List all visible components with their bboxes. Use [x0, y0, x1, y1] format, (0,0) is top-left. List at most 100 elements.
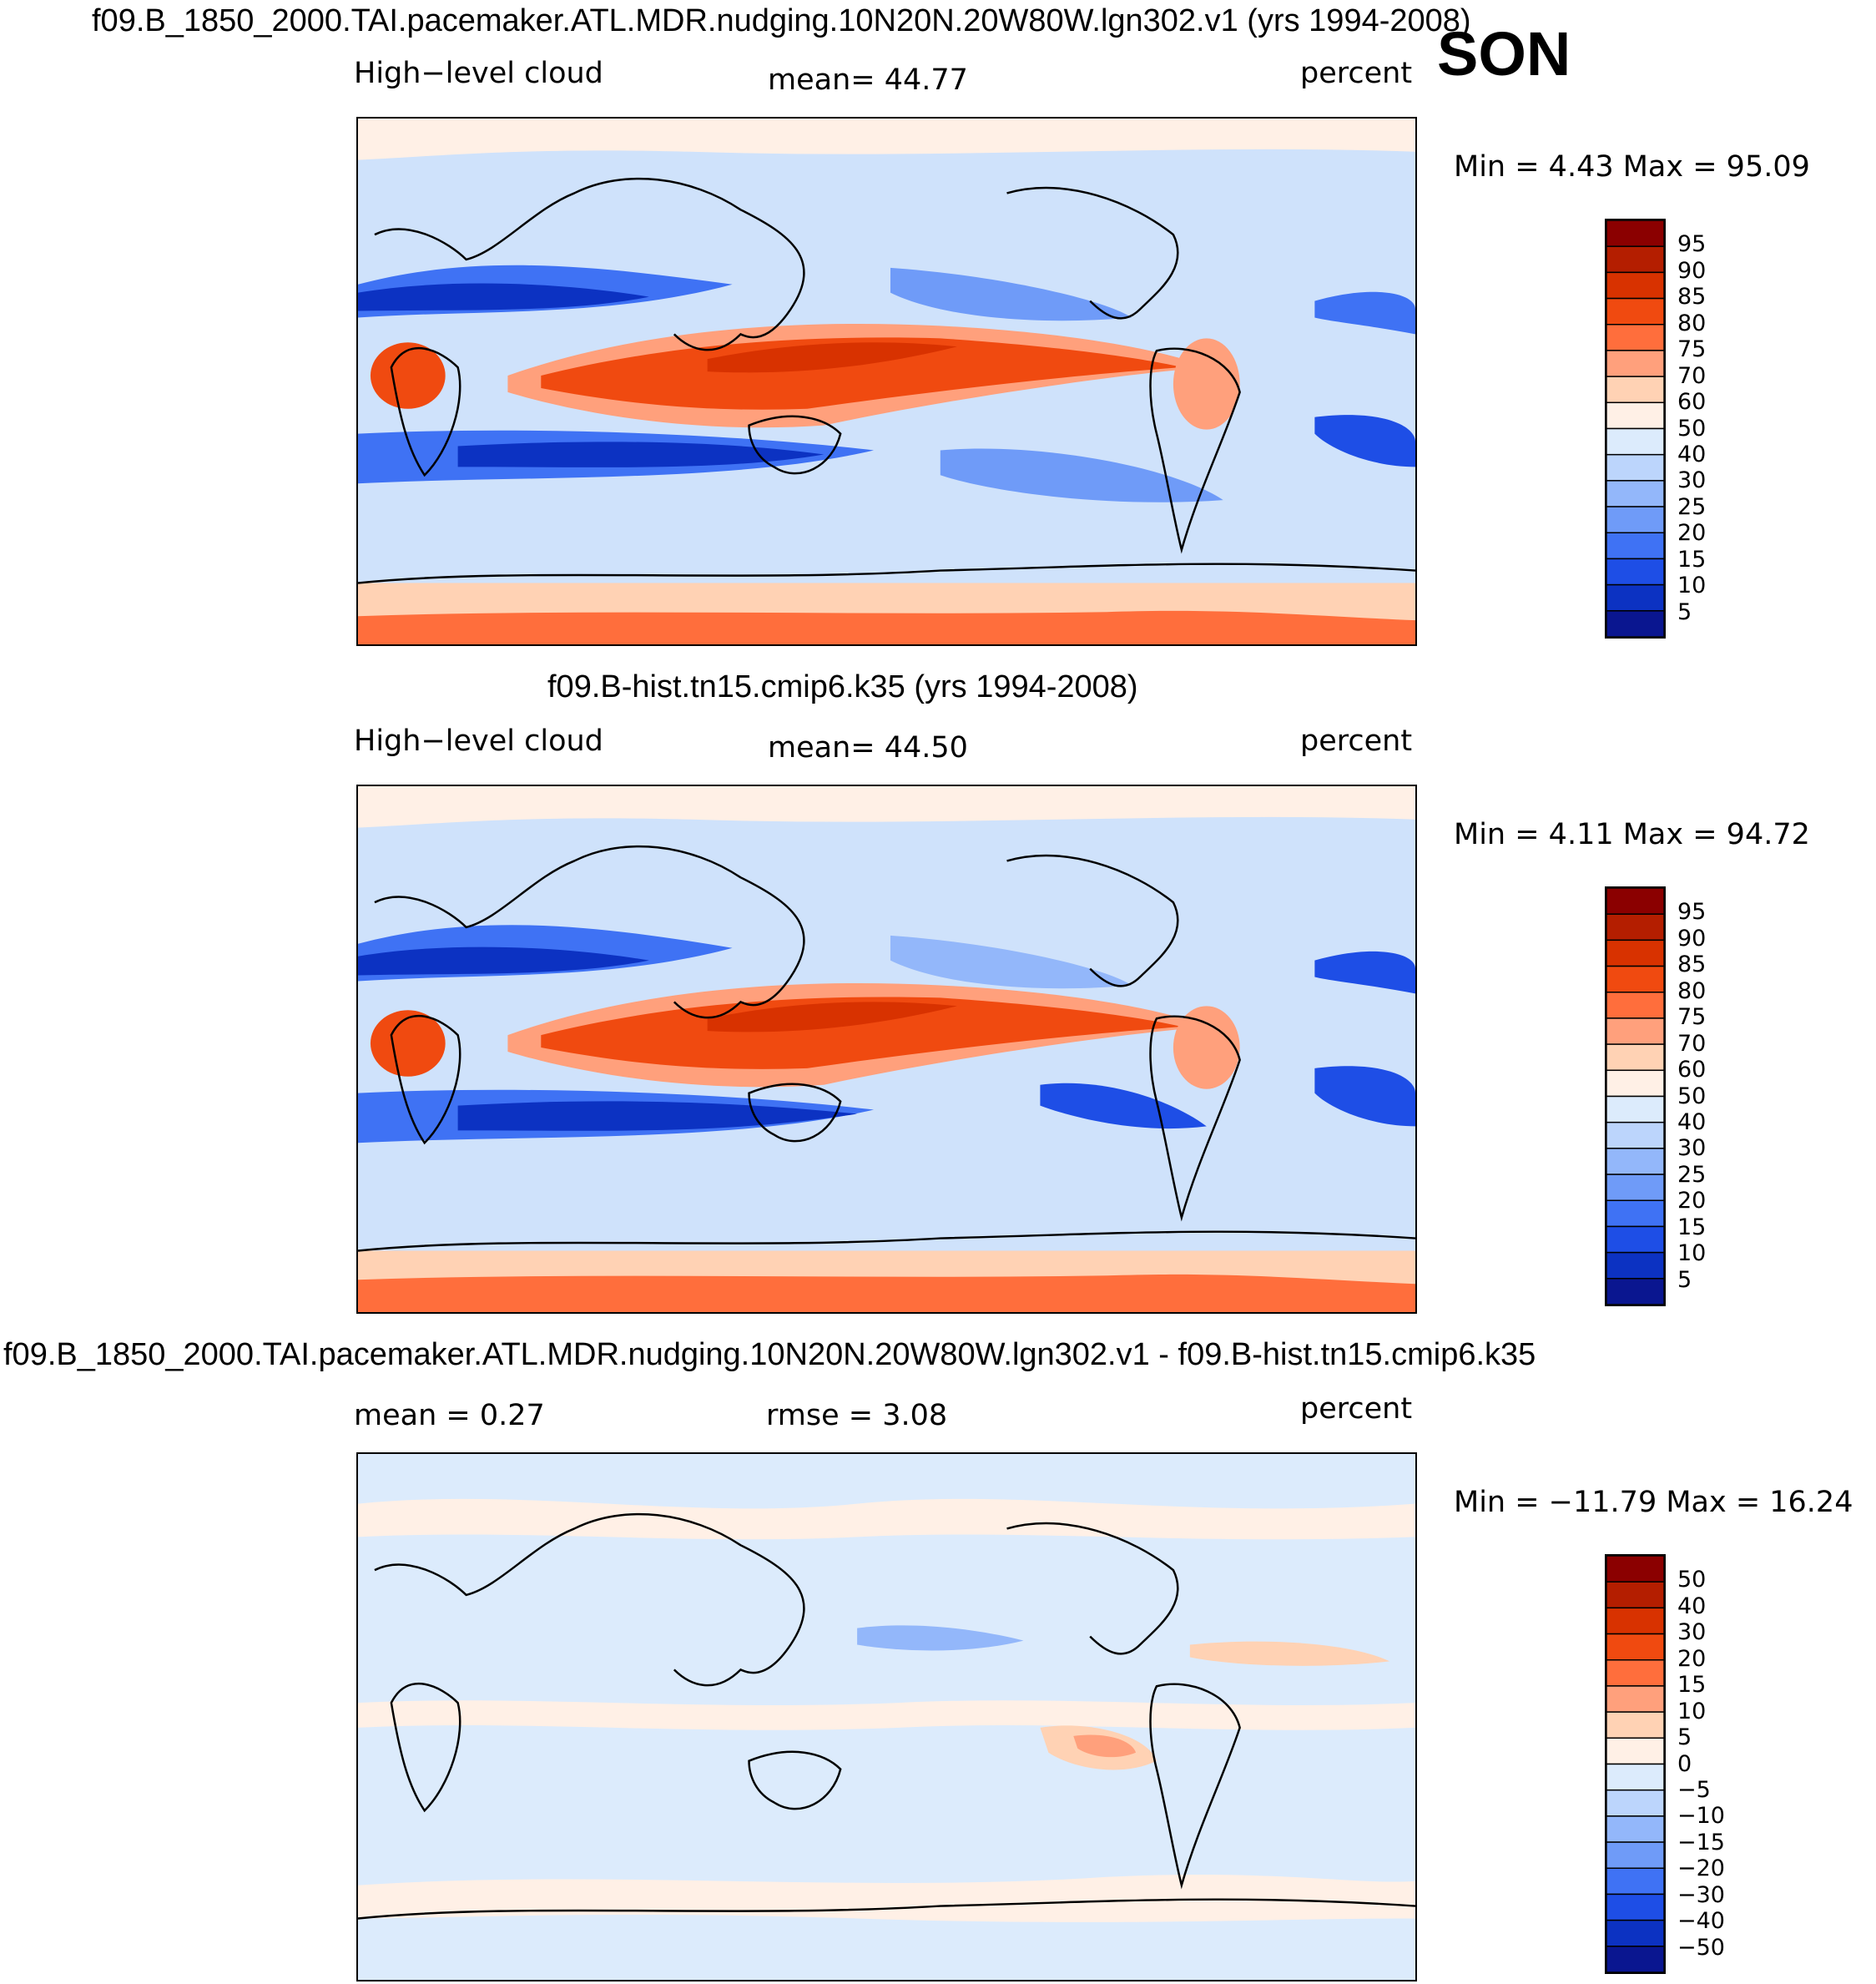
colorbar-tick-label: 5	[1677, 1266, 1692, 1293]
colorbar-swatch	[1606, 401, 1664, 430]
colorbar-tick-label: 85	[1677, 284, 1707, 310]
colorbar-tick-label: 70	[1677, 362, 1707, 389]
panel-3-units-label: percent	[1300, 1392, 1413, 1426]
colorbar-swatch	[1606, 965, 1664, 993]
colorbar-tick-label: 95	[1677, 899, 1707, 926]
colorbar-swatch	[1606, 1121, 1664, 1149]
colorbar-swatch	[1606, 992, 1664, 1019]
colorbar-tick-label: 85	[1677, 952, 1707, 978]
colorbar-swatch	[1606, 888, 1664, 915]
colorbar-swatch	[1606, 558, 1664, 586]
colorbar-swatch	[1606, 1815, 1664, 1843]
colorbar-tick-label: −50	[1677, 1934, 1725, 1961]
season-label: SON	[1437, 19, 1571, 88]
colorbar-swatch	[1606, 1841, 1664, 1869]
colorbar-tick-label: 70	[1677, 1030, 1707, 1057]
colorbar-tick-label: 80	[1677, 310, 1707, 336]
colorbar-swatch	[1606, 1556, 1664, 1583]
colorbar-swatch	[1606, 1737, 1664, 1765]
colorbar-swatch	[1606, 1763, 1664, 1791]
colorbar-swatch	[1606, 1095, 1664, 1123]
panel-1-colorbar-svg	[1606, 220, 1664, 637]
colorbar-swatch	[1606, 1225, 1664, 1254]
colorbar-tick-label: 0	[1677, 1750, 1692, 1777]
colorbar-tick-label: 80	[1677, 977, 1707, 1004]
colorbar-swatch	[1606, 506, 1664, 533]
panel-1-variable-label: High−level cloud	[354, 57, 603, 90]
panel-3-colorbar	[1605, 1554, 1666, 1974]
colorbar-swatch	[1606, 610, 1664, 637]
panel-2-minmax-label: Min = 4.11 Max = 94.72	[1454, 818, 1810, 851]
colorbar-swatch	[1606, 1069, 1664, 1098]
panel-3-title: f09.B_1850_2000.TAI.pacemaker.ATL.MDR.nu…	[3, 1337, 1536, 1372]
colorbar-swatch	[1606, 453, 1664, 482]
colorbar-tick-label: 95	[1677, 231, 1707, 258]
panel-2-mean-label: mean= 44.50	[768, 731, 968, 765]
colorbar-swatch	[1606, 1043, 1664, 1072]
colorbar-swatch	[1606, 1711, 1664, 1739]
colorbar-tick-label: 90	[1677, 257, 1707, 284]
colorbar-swatch	[1606, 939, 1664, 967]
colorbar-swatch	[1606, 1174, 1664, 1201]
colorbar-swatch	[1606, 1789, 1664, 1817]
colorbar-tick-label: 50	[1677, 1083, 1707, 1109]
panel-1-map	[356, 117, 1417, 646]
colorbar-tick-label: 30	[1677, 467, 1707, 494]
panel-3-colorbar-svg	[1606, 1556, 1664, 1972]
colorbar-swatch	[1606, 324, 1664, 351]
colorbar-swatch	[1606, 1867, 1664, 1896]
colorbar-tick-label: −20	[1677, 1855, 1725, 1882]
colorbar-swatch	[1606, 1946, 1664, 1972]
colorbar-tick-label: 25	[1677, 1161, 1707, 1188]
colorbar-swatch	[1606, 532, 1664, 560]
panel-1-units-label: percent	[1300, 57, 1413, 90]
colorbar-tick-label: 5	[1677, 1724, 1692, 1751]
panel-2-map-svg	[358, 786, 1415, 1312]
colorbar-tick-label: 75	[1677, 336, 1707, 363]
colorbar-swatch	[1606, 220, 1664, 247]
colorbar-tick-label: 75	[1677, 1004, 1707, 1031]
colorbar-swatch	[1606, 1893, 1664, 1921]
colorbar-swatch	[1606, 350, 1664, 377]
panel-1-minmax-label: Min = 4.43 Max = 95.09	[1454, 150, 1810, 184]
colorbar-swatch	[1606, 1148, 1664, 1175]
colorbar-tick-label: −15	[1677, 1829, 1725, 1855]
colorbar-tick-label: 10	[1677, 1698, 1707, 1724]
colorbar-swatch	[1606, 913, 1664, 942]
colorbar-tick-label: 40	[1677, 1108, 1707, 1135]
colorbar-tick-label: 50	[1677, 415, 1707, 442]
colorbar-tick-label: −5	[1677, 1776, 1711, 1803]
panel-2-colorbar-svg	[1606, 888, 1664, 1305]
colorbar-swatch	[1606, 1919, 1664, 1947]
colorbar-swatch	[1606, 480, 1664, 507]
colorbar-swatch	[1606, 271, 1664, 300]
colorbar-tick-label: 10	[1677, 573, 1707, 599]
colorbar-tick-label: 60	[1677, 389, 1707, 416]
colorbar-swatch	[1606, 1017, 1664, 1045]
panel-1-map-svg	[358, 119, 1415, 644]
colorbar-tick-label: 20	[1677, 1645, 1707, 1672]
colorbar-tick-label: 50	[1677, 1567, 1707, 1593]
panel-2-map	[356, 785, 1417, 1314]
colorbar-swatch	[1606, 1251, 1664, 1280]
panel-3-minmax-label: Min = −11.79 Max = 16.24	[1454, 1486, 1853, 1519]
colorbar-swatch	[1606, 1607, 1664, 1635]
panel-2-variable-label: High−level cloud	[354, 724, 603, 758]
colorbar-swatch	[1606, 245, 1664, 274]
panel-1-mean-label: mean= 44.77	[768, 63, 968, 97]
colorbar-tick-label: 15	[1677, 1214, 1707, 1240]
colorbar-tick-label: 90	[1677, 925, 1707, 952]
colorbar-tick-label: 20	[1677, 520, 1707, 547]
colorbar-tick-label: 25	[1677, 493, 1707, 520]
colorbar-tick-label: 15	[1677, 1672, 1707, 1699]
colorbar-tick-label: 30	[1677, 1619, 1707, 1646]
panel-3-map-svg	[358, 1454, 1415, 1980]
panel-2-title: f09.B-hist.tn15.cmip6.k35 (yrs 1994-2008…	[547, 669, 1138, 704]
colorbar-tick-label: 5	[1677, 598, 1692, 625]
panel-3-mean-label: mean = 0.27	[354, 1399, 545, 1432]
colorbar-tick-label: −30	[1677, 1881, 1725, 1908]
panel-3-rmse-label: rmse = 3.08	[766, 1399, 948, 1432]
colorbar-tick-label: 30	[1677, 1135, 1707, 1162]
colorbar-tick-label: 40	[1677, 441, 1707, 467]
colorbar-swatch	[1606, 376, 1664, 404]
